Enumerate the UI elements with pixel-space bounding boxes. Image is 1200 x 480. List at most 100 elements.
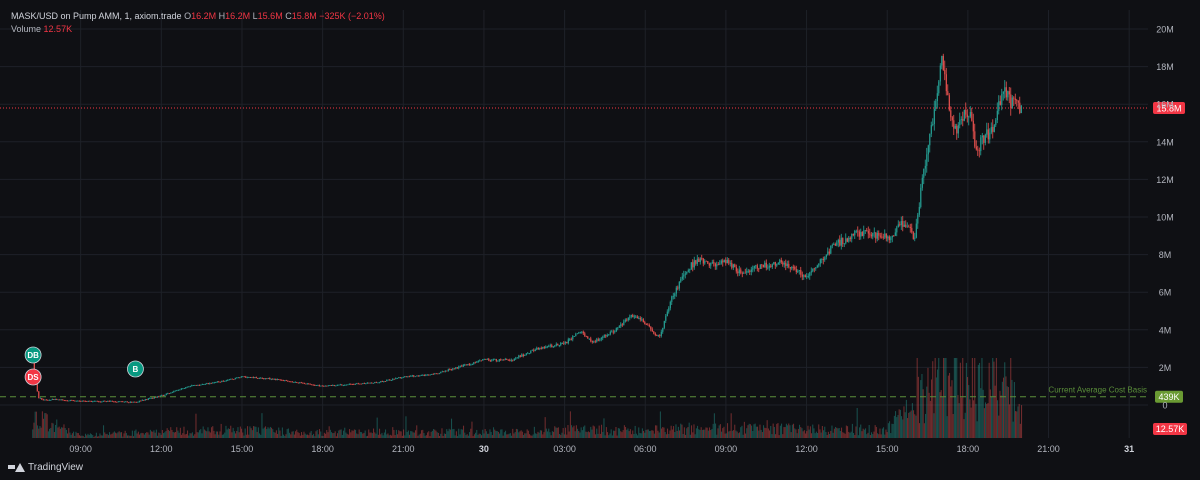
volume-bar	[217, 431, 219, 438]
candle-body	[179, 389, 181, 391]
candle-body	[212, 382, 214, 384]
volume-bar	[112, 432, 114, 438]
volume-bar	[273, 432, 275, 438]
volume-bar	[33, 422, 35, 438]
volume-bar	[749, 424, 751, 438]
candle-body	[828, 251, 830, 254]
volume-bar	[316, 429, 318, 438]
candle-body	[614, 331, 616, 333]
candle-body	[848, 237, 850, 242]
candle-body	[120, 401, 122, 403]
volume-bar	[304, 433, 306, 438]
volume-bar	[443, 433, 445, 438]
volume-bar	[800, 427, 802, 438]
volume-bar	[887, 423, 889, 438]
volume-bar	[1021, 405, 1023, 438]
volume-bar	[620, 431, 622, 438]
candle-body	[1007, 91, 1009, 98]
candle-body	[96, 400, 98, 402]
volume-bar	[874, 425, 876, 438]
volume-bar	[190, 433, 192, 438]
candle-body	[920, 187, 922, 207]
volume-bar	[381, 432, 383, 438]
candle-body	[929, 133, 931, 146]
volume-bar	[221, 434, 223, 438]
volume-bar	[419, 433, 421, 438]
candle-body	[905, 224, 907, 227]
candle-body	[824, 257, 826, 261]
tradingview-logo[interactable]: TradingView	[8, 462, 83, 473]
volume-label[interactable]: Volume	[11, 24, 42, 34]
volume-bar	[821, 425, 823, 438]
volume-bar	[350, 432, 352, 438]
candle-body	[971, 112, 973, 121]
volume-bar	[1012, 421, 1014, 438]
candle-body	[84, 401, 86, 402]
volume-bar	[615, 426, 617, 438]
volume-bar	[475, 432, 477, 438]
volume-bar	[662, 427, 664, 438]
volume-bar	[303, 431, 305, 438]
volume-bar	[82, 435, 84, 438]
candle-body	[543, 347, 545, 349]
candle-body	[332, 385, 334, 386]
volume-bar	[181, 434, 183, 438]
candle-body	[455, 367, 457, 369]
candle-body	[393, 378, 395, 380]
volume-bar	[943, 358, 945, 438]
volume-bar	[497, 431, 499, 438]
volume-bar	[907, 418, 909, 438]
candle-body	[159, 395, 161, 397]
candle-body	[726, 259, 728, 264]
volume-bar	[227, 428, 229, 438]
volume-bar	[1015, 411, 1017, 438]
trade-marker-label: DB	[27, 351, 39, 360]
volume-bar	[663, 427, 665, 438]
volume-bar	[686, 428, 688, 438]
candle-body	[213, 382, 215, 384]
candle-body	[227, 379, 229, 381]
candle-body	[267, 377, 269, 379]
candle-body	[624, 319, 626, 322]
volume-bar	[56, 419, 58, 438]
candle-body	[930, 125, 932, 134]
volume-bar	[118, 431, 120, 438]
volume-bar	[201, 433, 203, 438]
volume-bar	[835, 426, 837, 438]
volume-bar	[865, 428, 867, 438]
candle-body	[503, 359, 505, 361]
candle-body	[219, 381, 221, 383]
volume-bar	[1003, 377, 1005, 438]
volume-bar	[739, 432, 741, 438]
volume-bar	[283, 434, 285, 438]
candle-body	[198, 384, 200, 386]
candle-body	[101, 401, 103, 403]
volume-bar	[230, 425, 232, 438]
volume-bar	[586, 432, 588, 438]
volume-bar	[464, 432, 466, 438]
candle-body	[714, 263, 716, 267]
x-tick-label: 30	[479, 444, 489, 454]
volume-bar	[1011, 379, 1013, 438]
volume-bar	[935, 377, 937, 438]
volume-bar	[383, 432, 385, 438]
volume-bar	[197, 432, 199, 438]
volume-bar	[805, 433, 807, 438]
candle-body	[791, 266, 793, 269]
volume-bar	[639, 432, 641, 438]
candle-body	[686, 271, 688, 274]
volume-bar	[974, 358, 976, 438]
candle-body	[977, 149, 979, 151]
candle-body	[953, 120, 955, 129]
candle-body	[530, 350, 532, 354]
volume-bar	[259, 433, 261, 438]
candle-body	[438, 373, 440, 375]
candle-body	[237, 377, 239, 379]
volume-bar	[38, 428, 40, 438]
candle-body	[627, 317, 629, 321]
volume-bar	[931, 379, 933, 438]
volume-bar	[467, 435, 469, 438]
volume-bar	[260, 434, 262, 438]
symbol-title[interactable]: MASK/USD on Pump AMM, 1, axiom.trade	[11, 11, 182, 21]
